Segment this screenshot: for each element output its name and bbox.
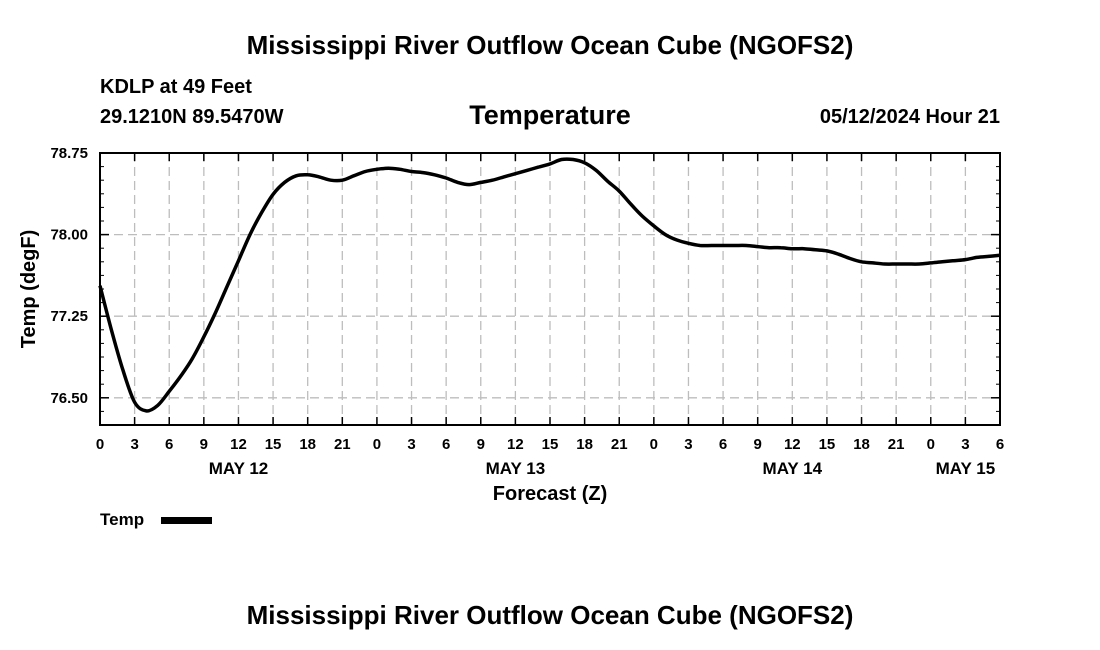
grid-lines [100,152,1000,425]
x-tick-label: 15 [542,436,559,453]
y-axis-title: Temp (degF) [18,230,40,349]
station-label: KDLP at 49 Feet [100,76,252,98]
x-tick-label: 12 [784,436,801,453]
x-tick-label: 6 [719,436,727,453]
x-tick-label: 12 [230,436,247,453]
x-tick-label: 21 [611,436,628,453]
legend: Temp [100,510,212,529]
x-tick-label: 12 [507,436,524,453]
x-tick-label: 21 [888,436,905,453]
date-label: MAY 14 [763,459,823,478]
chart-main-title: Mississippi River Outflow Ocean Cube (NG… [246,30,854,60]
x-tick-label: 3 [130,436,138,453]
x-tick-label: 9 [477,436,485,453]
x-tick-label: 15 [265,436,282,453]
legend-label: Temp [100,510,144,529]
date-label: MAY 13 [486,459,546,478]
y-tick-label: 78.75 [50,145,88,162]
y-tick-label: 78.00 [50,227,88,244]
x-tick-label: 21 [334,436,351,453]
x-tick-label: 18 [299,436,316,453]
x-tick-label: 3 [684,436,692,453]
x-tick-label: 9 [200,436,208,453]
axis-labels: 0 3 6 9 12 15 18 21 0 3 6 9 12 15 18 21 0 3 6 9 12 15 18 21 0 3 6 7… [50,145,1004,478]
date-label: MAY 15 [936,459,996,478]
x-tick-label: 9 [754,436,762,453]
legend-swatch [161,517,212,524]
x-tick-label: 18 [853,436,870,453]
x-tick-label: 6 [996,436,1004,453]
x-tick-label: 0 [96,436,104,453]
x-axis-title: Forecast (Z) [493,483,607,505]
y-tick-label: 77.25 [50,308,88,325]
station-coordinates: 29.1210N 89.5470W [100,106,284,128]
variable-title: Temperature [469,100,631,130]
x-tick-label: 15 [819,436,836,453]
x-tick-label: 3 [961,436,969,453]
date-label: MAY 12 [209,459,269,478]
forecast-datetime: 05/12/2024 Hour 21 [819,106,1000,128]
x-tick-label: 0 [650,436,658,453]
y-tick-label: 76.50 [50,390,88,407]
temp-series-line [98,157,1001,413]
x-tick-label: 18 [576,436,593,453]
x-tick-label: 3 [407,436,415,453]
x-tick-label: 6 [442,436,450,453]
plot-frame [99,152,1001,426]
x-tick-label: 6 [165,436,173,453]
x-tick-label: 0 [927,436,935,453]
x-tick-label: 0 [373,436,381,453]
footer-title: Mississippi River Outflow Ocean Cube (NG… [246,600,854,630]
